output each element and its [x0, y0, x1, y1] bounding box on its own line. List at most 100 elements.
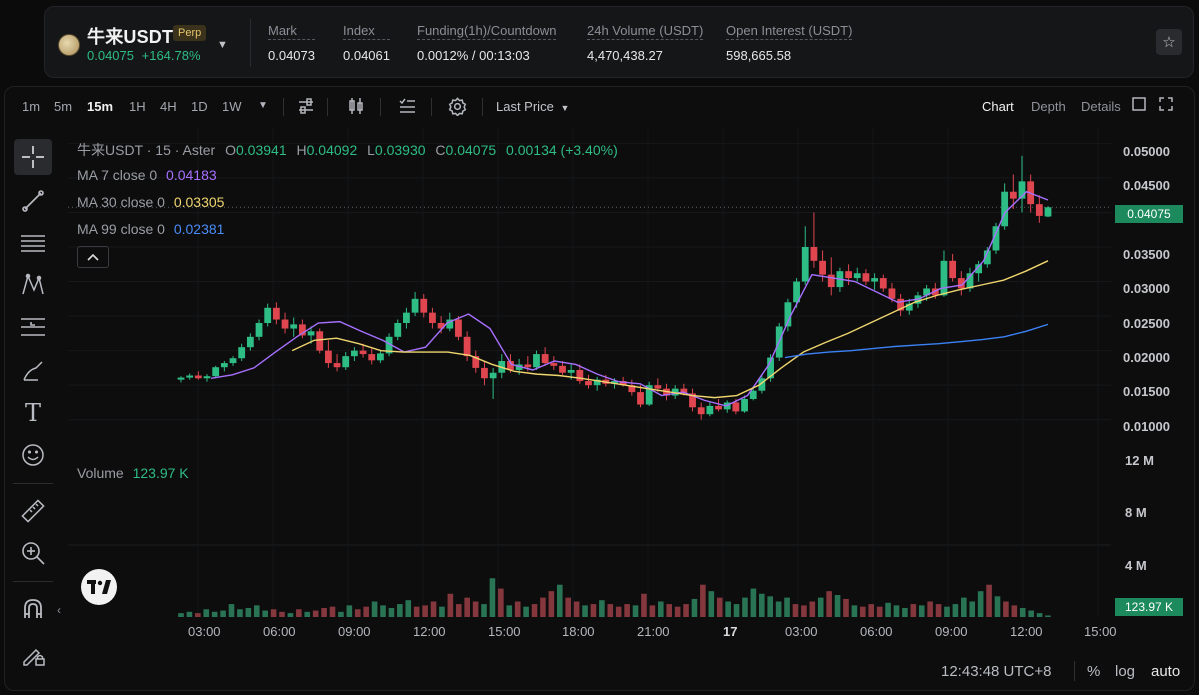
- candle: [697, 407, 705, 415]
- candle: [827, 274, 835, 288]
- stat-label[interactable]: Open Interest (USDT): [726, 23, 853, 40]
- price-source-select[interactable]: Last Price ▼: [496, 99, 569, 114]
- interval-1h[interactable]: 1H: [129, 99, 146, 114]
- interval-15m[interactable]: 15m: [87, 99, 114, 114]
- candle: [1044, 207, 1052, 217]
- zoom-in-icon[interactable]: [14, 535, 52, 571]
- candles-icon[interactable]: [346, 97, 366, 115]
- square-icon[interactable]: [1129, 97, 1149, 115]
- volume-bar: [615, 606, 622, 617]
- fib-retracement-icon[interactable]: [14, 309, 52, 345]
- crosshair-icon[interactable]: [14, 139, 52, 175]
- tab-details[interactable]: Details: [1081, 99, 1121, 114]
- volume-bar: [565, 597, 572, 617]
- fullscreen-icon[interactable]: [1156, 97, 1176, 115]
- magnet-icon[interactable]: [14, 591, 52, 627]
- volume-bar: [178, 613, 184, 617]
- interval-1w[interactable]: 1W: [222, 99, 242, 114]
- candle: [255, 323, 263, 337]
- symbol-name[interactable]: 牛来USDT: [87, 27, 174, 47]
- price-chart[interactable]: [5, 87, 1195, 691]
- ruler-icon[interactable]: [14, 493, 52, 529]
- interval-5m[interactable]: 5m: [54, 99, 73, 114]
- tradingview-logo[interactable]: [81, 569, 117, 605]
- stat-label[interactable]: Mark: [268, 23, 315, 40]
- volume-bar: [683, 604, 689, 617]
- emoji-icon[interactable]: [14, 437, 52, 473]
- trend-line-icon[interactable]: [14, 183, 52, 219]
- candle: [983, 250, 991, 265]
- token-avatar[interactable]: [58, 34, 80, 56]
- star-icon[interactable]: ☆: [1156, 29, 1182, 55]
- chevron-down-icon: ▼: [560, 103, 570, 113]
- stat-open-interest: Open Interest (USDT) 598,665.58: [726, 23, 853, 63]
- volume-bar: [767, 596, 774, 617]
- candle: [845, 271, 852, 279]
- candle: [680, 388, 688, 394]
- candle: [463, 336, 471, 357]
- stat-volume: 24h Volume (USDT) 4,470,438.27: [587, 23, 704, 63]
- pattern-icon[interactable]: [14, 267, 52, 303]
- volume-value: 123.97 K: [132, 465, 189, 481]
- candle: [533, 354, 540, 368]
- auto-toggle[interactable]: auto: [1151, 663, 1181, 680]
- horizontal-lines-icon[interactable]: [14, 225, 52, 261]
- legend-volume: Volume 123.97 K: [77, 465, 189, 481]
- volume-bar: [994, 596, 1001, 617]
- candle: [793, 281, 800, 303]
- volume-bar: [346, 605, 353, 617]
- legend-l-label: L: [367, 142, 375, 158]
- last-price-tag: 0.04075: [1115, 205, 1183, 223]
- text-icon[interactable]: T: [24, 399, 41, 427]
- percent-toggle[interactable]: %: [1087, 663, 1101, 680]
- candle: [628, 385, 636, 393]
- volume-bar: [944, 606, 950, 617]
- chevron-down-icon[interactable]: ▼: [217, 39, 228, 51]
- volume-bar: [464, 597, 470, 617]
- candle: [949, 260, 957, 279]
- candle: [507, 361, 514, 370]
- price-tick: 0.03500: [1123, 247, 1170, 262]
- interval-dropdown-icon[interactable]: ▼: [258, 100, 268, 111]
- stat-label[interactable]: Index: [343, 23, 390, 40]
- volume-bar: [430, 601, 437, 617]
- volume-bar: [607, 604, 614, 617]
- lock-drawing-icon[interactable]: [14, 637, 52, 673]
- interval-1m[interactable]: 1m: [22, 99, 41, 114]
- log-toggle[interactable]: log: [1115, 663, 1136, 680]
- brush-icon[interactable]: [14, 353, 52, 389]
- stat-label[interactable]: 24h Volume (USDT): [587, 23, 704, 40]
- settings-gear-icon[interactable]: [447, 97, 467, 117]
- candle: [541, 354, 549, 364]
- collapse-legend-button[interactable]: [77, 246, 109, 268]
- volume-bar: [582, 605, 588, 617]
- interval-4h[interactable]: 4H: [160, 99, 177, 114]
- interval-1d[interactable]: 1D: [191, 99, 208, 114]
- candle: [177, 377, 185, 380]
- volume-bar: [1045, 615, 1051, 617]
- volume-bar: [843, 598, 849, 617]
- clock-text[interactable]: 12:43:48 UTC+8: [941, 663, 1052, 680]
- candle: [940, 260, 948, 296]
- volume-bar: [986, 584, 992, 617]
- volume-bar: [893, 605, 900, 617]
- price-tick: 0.04500: [1123, 178, 1170, 193]
- volume-bar: [826, 591, 832, 617]
- indicators-icon[interactable]: [296, 97, 316, 115]
- volume-tag: 123.97 K: [1115, 598, 1183, 616]
- price-change: +164.78%: [141, 48, 201, 63]
- toolbar-divider: [13, 483, 53, 484]
- tab-chart[interactable]: Chart: [982, 99, 1014, 114]
- price-line: 0.04075 +164.78%: [87, 48, 201, 63]
- volume-bar: [834, 595, 841, 617]
- volume-bar: [237, 609, 243, 617]
- collapse-toolbar-icon[interactable]: ‹: [57, 603, 61, 617]
- candle: [298, 324, 306, 336]
- stat-label[interactable]: Funding(1h)/Countdown: [417, 23, 557, 40]
- candle: [429, 312, 436, 323]
- checklist-icon[interactable]: [397, 97, 417, 115]
- volume-bar: [371, 601, 378, 617]
- volume-bar: [321, 607, 327, 617]
- tab-depth[interactable]: Depth: [1031, 99, 1066, 114]
- candle: [593, 379, 601, 386]
